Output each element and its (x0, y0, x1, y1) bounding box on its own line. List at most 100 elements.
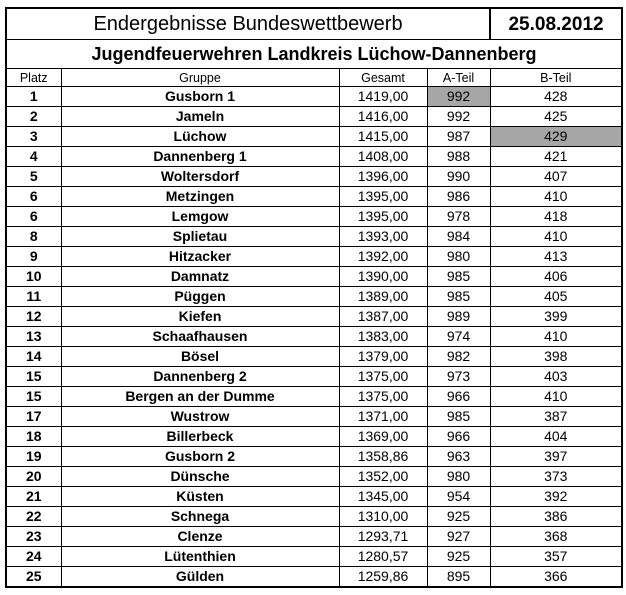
cell-gesamt: 1395,00 (338, 186, 428, 207)
cell-gesamt: 1375,00 (338, 366, 428, 387)
cell-platz: 21 (5, 486, 62, 507)
cell-platz: 20 (5, 466, 62, 487)
cell-gruppe: Damnatz (60, 266, 340, 287)
cell-platz: 12 (5, 306, 62, 327)
page-subtitle: Jugendfeuerwehren Landkreis Lüchow-Danne… (4, 39, 624, 69)
cell-platz: 6 (5, 186, 62, 207)
cell-a-teil: 992 (426, 86, 491, 107)
table-row: 25 Gülden 1259,86 895 366 (5, 566, 624, 588)
cell-b-teil: 405 (489, 286, 624, 307)
cell-b-teil: 387 (489, 406, 624, 427)
cell-platz: 5 (5, 166, 62, 187)
header-b-teil: B-Teil (489, 68, 624, 87)
cell-a-teil: 982 (426, 346, 491, 367)
cell-gesamt: 1375,00 (338, 386, 428, 407)
cell-b-teil: 413 (489, 246, 624, 267)
cell-a-teil: 978 (426, 206, 491, 227)
table-row: 20 Dünsche 1352,00 980 373 (5, 466, 624, 487)
cell-gesamt: 1393,00 (338, 226, 428, 247)
table-row: 21 Küsten 1345,00 954 392 (5, 486, 624, 507)
cell-gesamt: 1345,00 (338, 486, 428, 507)
cell-gesamt: 1415,00 (338, 126, 428, 147)
table-row: 3 Lüchow 1415,00 987 429 (5, 126, 624, 147)
cell-b-teil: 366 (489, 566, 624, 588)
table-row: 15 Bergen an der Dumme 1375,00 966 410 (5, 386, 624, 407)
table-row: 22 Schnega 1310,00 925 386 (5, 506, 624, 527)
cell-a-teil: 954 (426, 486, 491, 507)
cell-gesamt: 1389,00 (338, 286, 428, 307)
table-row: 9 Hitzacker 1392,00 980 413 (5, 246, 624, 267)
cell-gesamt: 1310,00 (338, 506, 428, 527)
table-row: 18 Billerbeck 1369,00 966 404 (5, 426, 624, 447)
cell-gesamt: 1390,00 (338, 266, 428, 287)
cell-b-teil: 373 (489, 466, 624, 487)
title-row: Endergebnisse Bundeswettbewerb 25.08.201… (4, 7, 624, 40)
cell-a-teil: 895 (426, 566, 491, 588)
cell-b-teil: 425 (489, 106, 624, 127)
table-row: 5 Woltersdorf 1396,00 990 407 (5, 166, 624, 187)
cell-b-teil: 398 (489, 346, 624, 367)
cell-b-teil: 403 (489, 366, 624, 387)
cell-platz: 24 (5, 546, 62, 567)
cell-a-teil: 990 (426, 166, 491, 187)
cell-platz: 22 (5, 506, 62, 527)
cell-platz: 25 (5, 566, 62, 588)
cell-platz: 3 (5, 126, 62, 147)
cell-gruppe: Splietau (60, 226, 340, 247)
table-row: 24 Lütenthien 1280,57 925 357 (5, 546, 624, 567)
cell-b-teil: 368 (489, 526, 624, 547)
cell-gruppe: Billerbeck (60, 426, 340, 447)
cell-a-teil: 985 (426, 286, 491, 307)
cell-b-teil: 357 (489, 546, 624, 567)
cell-a-teil: 989 (426, 306, 491, 327)
cell-b-teil: 397 (489, 446, 624, 467)
table-row: 23 Clenze 1293,71 927 368 (5, 526, 624, 547)
cell-gesamt: 1379,00 (338, 346, 428, 367)
cell-gruppe: Hitzacker (60, 246, 340, 267)
cell-a-teil: 980 (426, 466, 491, 487)
cell-b-teil: 407 (489, 166, 624, 187)
header-row: Platz Gruppe Gesamt A-Teil B-Teil (5, 68, 624, 87)
header-a-teil: A-Teil (426, 68, 491, 87)
cell-gesamt: 1383,00 (338, 326, 428, 347)
cell-gruppe: Bergen an der Dumme (60, 386, 340, 407)
cell-platz: 15 (5, 386, 62, 407)
cell-gruppe: Metzingen (60, 186, 340, 207)
cell-platz: 13 (5, 326, 62, 347)
cell-gesamt: 1419,00 (338, 86, 428, 107)
table-row: 1 Gusborn 1 1419,00 992 428 (5, 86, 624, 107)
cell-a-teil: 984 (426, 226, 491, 247)
cell-gruppe: Schnega (60, 506, 340, 527)
cell-b-teil: 410 (489, 386, 624, 407)
cell-a-teil: 927 (426, 526, 491, 547)
table-row: 2 Jameln 1416,00 992 425 (5, 106, 624, 127)
cell-gruppe: Lüchow (60, 126, 340, 147)
cell-platz: 15 (5, 366, 62, 387)
cell-b-teil: 429 (489, 126, 624, 147)
cell-a-teil: 986 (426, 186, 491, 207)
cell-gruppe: Küsten (60, 486, 340, 507)
cell-gruppe: Gusborn 2 (60, 446, 340, 467)
table-row: 15 Dannenberg 2 1375,00 973 403 (5, 366, 624, 387)
cell-gesamt: 1369,00 (338, 426, 428, 447)
cell-b-teil: 421 (489, 146, 624, 167)
cell-b-teil: 406 (489, 266, 624, 287)
cell-platz: 19 (5, 446, 62, 467)
cell-gruppe: Dannenberg 1 (60, 146, 340, 167)
cell-gesamt: 1352,00 (338, 466, 428, 487)
table-row: 11 Püggen 1389,00 985 405 (5, 286, 624, 307)
header-gesamt: Gesamt (338, 68, 428, 87)
cell-platz: 11 (5, 286, 62, 307)
table-row: 19 Gusborn 2 1358,86 963 397 (5, 446, 624, 467)
cell-gruppe: Püggen (60, 286, 340, 307)
cell-gesamt: 1259,86 (338, 566, 428, 588)
cell-gruppe: Woltersdorf (60, 166, 340, 187)
cell-gruppe: Jameln (60, 106, 340, 127)
cell-gruppe: Kiefen (60, 306, 340, 327)
cell-a-teil: 966 (426, 426, 491, 447)
table-row: 12 Kiefen 1387,00 989 399 (5, 306, 624, 327)
cell-b-teil: 410 (489, 186, 624, 207)
subtitle-row: Jugendfeuerwehren Landkreis Lüchow-Danne… (4, 39, 624, 69)
cell-gesamt: 1396,00 (338, 166, 428, 187)
cell-platz: 17 (5, 406, 62, 427)
